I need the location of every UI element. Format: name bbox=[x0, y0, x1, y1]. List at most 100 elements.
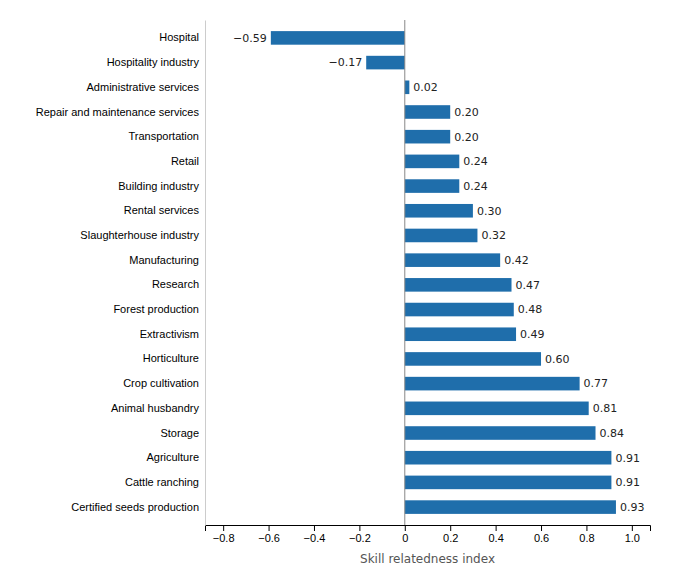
data-label: 0.42 bbox=[504, 254, 529, 267]
bar bbox=[405, 130, 450, 144]
bar bbox=[405, 155, 459, 169]
bar bbox=[271, 31, 405, 45]
data-label: 0.02 bbox=[413, 81, 438, 94]
y-tick-label: Storage bbox=[160, 427, 199, 439]
y-tick-label: Building industry bbox=[118, 180, 199, 192]
bar bbox=[405, 229, 478, 243]
x-axis-line bbox=[206, 526, 651, 532]
x-tick: −0.6 bbox=[258, 525, 280, 544]
chart: −0.8 −0.6 −0.4 −0.2 0 0.2 0.4 0.6 0.8 1.0 Certifie… bbox=[0, 0, 680, 575]
x-tick-label: 0.8 bbox=[579, 532, 594, 544]
x-tick: −0.2 bbox=[349, 525, 371, 544]
bar bbox=[405, 303, 514, 317]
x-tick-label: 1.0 bbox=[625, 532, 640, 544]
y-tick: Hospital bbox=[159, 31, 205, 43]
y-tick: Hospitality industry bbox=[107, 56, 205, 68]
data-label: 0.47 bbox=[516, 279, 541, 292]
y-tick-label: Research bbox=[152, 278, 199, 290]
x-tick-label: −0.8 bbox=[213, 532, 235, 544]
data-label: 0.32 bbox=[481, 229, 506, 242]
data-label: −0.17 bbox=[328, 56, 362, 69]
y-tick: Agriculture bbox=[146, 451, 205, 463]
data-label: 0.48 bbox=[518, 303, 543, 316]
bar bbox=[405, 426, 596, 440]
y-tick: Animal husbandry bbox=[111, 402, 205, 414]
data-label: 0.93 bbox=[620, 501, 645, 514]
x-tick: 0.6 bbox=[534, 525, 549, 544]
y-tick-label: Animal husbandry bbox=[111, 402, 200, 414]
x-axis-title: Skill relatedness index bbox=[360, 552, 495, 566]
y-tick-label: Hospitality industry bbox=[107, 56, 200, 68]
data-label: 0.84 bbox=[600, 427, 625, 440]
y-tick: Forest production bbox=[113, 303, 205, 315]
x-tick-label: 0.4 bbox=[488, 532, 503, 544]
y-axis-line bbox=[205, 21, 206, 526]
y-tick: Administrative services bbox=[87, 81, 205, 93]
x-tick: 0.4 bbox=[488, 525, 503, 544]
x-tick-mark bbox=[314, 525, 315, 531]
y-tick: Manufacturing bbox=[129, 254, 205, 266]
y-tick-label: Crop cultivation bbox=[123, 377, 199, 389]
y-tick: Certified seeds production bbox=[71, 501, 205, 513]
bar bbox=[405, 278, 512, 292]
y-tick-label: Rental services bbox=[124, 204, 200, 216]
data-label: 0.20 bbox=[454, 106, 479, 119]
x-tick-mark bbox=[632, 525, 633, 531]
data-label: 0.24 bbox=[463, 155, 488, 168]
y-tick: Building industry bbox=[118, 180, 205, 192]
y-tick: Retail bbox=[171, 155, 205, 167]
data-label: 0.60 bbox=[545, 353, 570, 366]
y-tick-label: Extractivism bbox=[140, 328, 199, 340]
data-label: 0.20 bbox=[454, 131, 479, 144]
y-tick: Repair and maintenance services bbox=[36, 106, 205, 118]
y-tick: Horticulture bbox=[143, 352, 205, 364]
x-tick-mark bbox=[359, 525, 360, 531]
data-label: 0.30 bbox=[477, 205, 502, 218]
data-label: −0.59 bbox=[233, 32, 267, 45]
bar bbox=[405, 204, 473, 218]
bar bbox=[405, 500, 616, 514]
x-tick-label: 0.6 bbox=[534, 532, 549, 544]
x-tick: −0.4 bbox=[304, 525, 326, 544]
x-tick-mark bbox=[450, 525, 451, 531]
x-tick: 0.2 bbox=[443, 525, 458, 544]
x-tick-label: −0.6 bbox=[258, 532, 280, 544]
y-axis: Certified seeds production Cattle ranchin… bbox=[36, 21, 206, 526]
data-label: 0.81 bbox=[593, 402, 618, 415]
y-tick-label: Cattle ranching bbox=[125, 476, 199, 488]
bar bbox=[405, 476, 612, 490]
x-tick-label: −0.4 bbox=[304, 532, 326, 544]
x-axis: −0.8 −0.6 −0.4 −0.2 0 0.2 0.4 0.6 0.8 1.0 bbox=[206, 525, 651, 544]
bars bbox=[271, 20, 616, 525]
x-tick: 0 bbox=[402, 525, 408, 544]
bar bbox=[405, 327, 516, 341]
y-tick: Rental services bbox=[124, 204, 205, 216]
bar bbox=[405, 179, 459, 193]
y-tick-label: Slaughterhouse industry bbox=[80, 229, 199, 241]
bar bbox=[405, 253, 500, 267]
x-tick-label: −0.2 bbox=[349, 532, 371, 544]
x-tick-label: 0 bbox=[402, 532, 408, 544]
bar bbox=[405, 81, 410, 95]
data-label: 0.49 bbox=[520, 328, 545, 341]
baseline bbox=[404, 20, 405, 525]
y-tick-label: Repair and maintenance services bbox=[36, 106, 200, 118]
bar bbox=[405, 451, 612, 465]
data-label: 0.77 bbox=[584, 377, 609, 390]
y-tick-label: Transportation bbox=[128, 130, 199, 142]
x-tick-mark bbox=[496, 525, 497, 531]
bar bbox=[405, 105, 450, 119]
y-tick-label: Retail bbox=[171, 155, 199, 167]
y-tick: Cattle ranching bbox=[125, 476, 205, 488]
y-tick-label: Administrative services bbox=[87, 81, 200, 93]
y-tick-label: Hospital bbox=[159, 31, 199, 43]
x-tick: 0.8 bbox=[579, 525, 594, 544]
y-tick-label: Certified seeds production bbox=[71, 501, 199, 513]
bar bbox=[405, 377, 580, 391]
y-tick: Extractivism bbox=[140, 328, 205, 340]
x-tick: −0.8 bbox=[213, 525, 235, 544]
y-tick: Research bbox=[152, 278, 205, 290]
y-tick-label: Forest production bbox=[113, 303, 199, 315]
x-tick: 1.0 bbox=[625, 525, 640, 544]
y-tick: Crop cultivation bbox=[123, 377, 205, 389]
